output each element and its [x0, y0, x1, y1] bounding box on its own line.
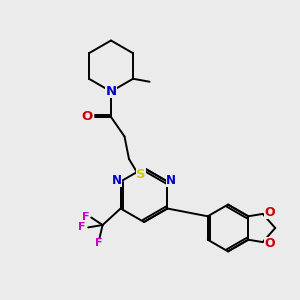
Text: O: O: [264, 237, 274, 250]
Text: F: F: [95, 238, 103, 248]
Text: N: N: [166, 173, 176, 187]
Text: F: F: [82, 212, 90, 222]
Text: N: N: [105, 85, 117, 98]
Text: O: O: [264, 206, 274, 219]
Text: N: N: [112, 173, 122, 187]
Text: O: O: [81, 110, 93, 124]
Text: F: F: [79, 222, 86, 233]
Text: S: S: [136, 167, 146, 181]
